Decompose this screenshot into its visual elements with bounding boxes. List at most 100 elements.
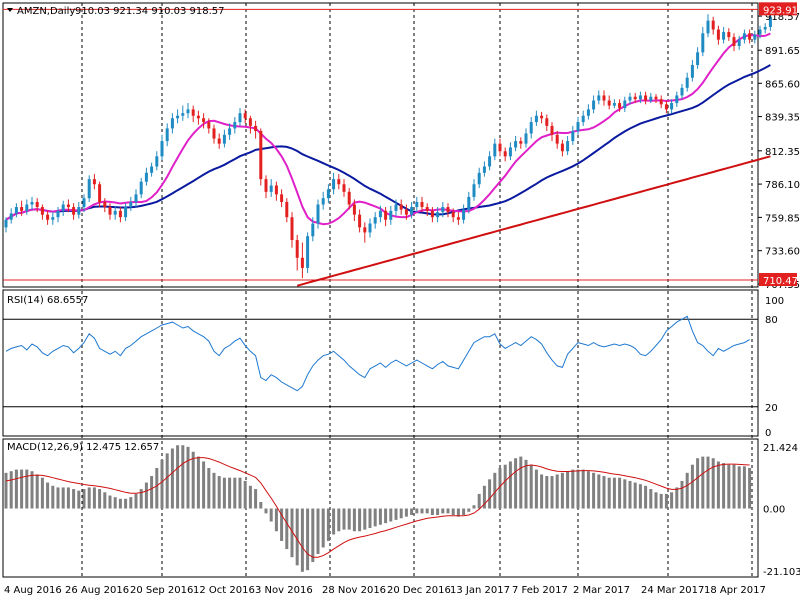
price-tick-label: 839.35 [765,113,800,124]
candles [4,13,772,279]
candle-body [217,138,221,144]
date-axis[interactable]: 4 Aug 2016 26 Aug 2016 20 Sep 2016 12 Oct 2… [4,585,766,596]
macd-histogram-bar [56,487,60,509]
candle-body [472,184,476,197]
macd-histogram-bar [4,472,8,509]
candle-body [488,156,492,167]
candle-body [285,201,289,218]
price-tick-label: 865.60 [765,79,800,90]
macd-histogram-bar [664,493,668,509]
macd-histogram-bar [394,508,398,520]
candle-body [113,210,117,215]
date-tick-label: 20 Sep 2016 [130,585,193,596]
macd-histogram-bar [280,508,284,541]
candle-body [103,201,107,208]
price-tick-label: 918.57 [765,12,800,23]
macd-histogram-bar [285,508,289,550]
macd-histogram-bar [124,498,128,509]
macd-histogram-bar [550,476,554,509]
macd-histogram-bar [659,493,663,509]
macd-histogram-bar [748,467,752,509]
candle-body [732,37,736,46]
macd-histogram-bar [467,508,471,512]
candle-body [300,257,304,268]
macd-histogram-bar [373,508,377,527]
macd-histogram-bar [108,495,112,509]
candle-body [644,95,648,101]
candle-body [696,52,700,66]
candle-body [326,189,330,199]
candle-body [659,99,663,105]
date-tick-label: 7 Feb 2017 [512,585,568,596]
rsi-axis[interactable]: 100 80 20 0 [765,296,784,439]
macd-histogram-bar [737,466,741,509]
candle-body [82,198,86,208]
macd-histogram-bar [451,508,455,516]
macd-histogram-bar [150,476,154,509]
macd-histogram-bar [316,508,320,554]
macd-histogram-bar [430,508,434,516]
price-axis[interactable]: 918.57 891.65 865.60 839.35 812.35 786.10 759.… [758,2,800,291]
candle-body [394,204,398,211]
macd-histogram-bar [649,489,653,509]
candle-body [9,213,13,220]
macd-histogram-bar [472,505,476,509]
candle-body [477,172,481,185]
high-price-tag-label: 923.91 [763,5,798,16]
symbol-label: AMZN,Daily [17,6,75,17]
macd-signal-line [5,457,750,558]
price-tick-label: 891.65 [765,46,800,57]
moving-averages [5,32,771,287]
macd-histogram-bar [690,464,694,509]
macd-histogram-bar [181,445,185,509]
candle-body [664,104,668,110]
rsi-tick-label: 80 [765,315,778,326]
candle-body [30,201,34,205]
candle-body [560,143,564,152]
macd-histogram-bar [404,508,408,517]
macd-histogram-bar [378,508,382,525]
macd-histogram-bar [25,469,29,509]
rsi-tick-label: 100 [765,296,784,307]
candle-body [404,209,408,215]
candle-body [363,227,367,233]
rsi-pane-frame [2,289,759,437]
macd-histogram-bar [722,463,726,509]
rsi-pane[interactable]: RSI(14) 68.6557 100 80 20 0 [2,289,784,439]
macd-histogram-bar [9,471,13,509]
macd-histogram-bar [410,508,414,516]
macd-histogram-bar [196,456,200,509]
candle-body [176,115,180,119]
candle-body [727,32,731,38]
macd-pane[interactable]: MACD(12,26,9) 12.475 12.657 21.424 0.00 -2… [2,438,800,578]
macd-axis[interactable]: 21.424 0.00 -21.103 [763,443,800,578]
price-pane[interactable]: AMZN,Daily 910.03 921.34 910.03 918.57 9… [2,2,800,291]
macd-histogram-bar [202,461,206,509]
macd-histogram-bar [248,485,252,509]
candle-body [555,134,559,144]
macd-tick-label: 21.424 [763,443,798,454]
candle-body [711,20,715,30]
macd-histogram-bar [654,492,658,509]
price-tick-label: 786.10 [765,180,800,191]
candle-body [576,122,580,131]
macd-histogram-bar [92,487,96,509]
candle-body [456,217,460,220]
candle-body [763,26,767,30]
candle-body [586,109,590,116]
candle-body [753,34,757,40]
macd-histogram-bar [399,508,403,519]
candle-body [441,207,445,213]
candle-body [373,217,377,224]
candle-body [160,141,164,157]
macd-histogram-bar [727,464,731,509]
price-tick-label: 759.85 [765,213,800,224]
pane-menu-icon[interactable] [7,8,13,12]
candle-body [534,115,538,123]
candle-body [87,179,91,199]
candle-body [706,20,710,34]
macd-histogram-bar [628,480,632,509]
candle-body [690,65,694,78]
